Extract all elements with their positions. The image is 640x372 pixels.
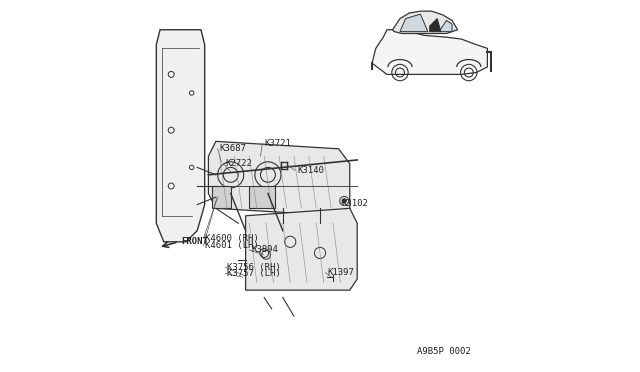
Text: K3894: K3894 [251, 246, 278, 254]
Polygon shape [372, 30, 488, 74]
Polygon shape [209, 141, 349, 216]
Text: K4600 (RH): K4600 (RH) [205, 234, 259, 243]
Text: K3756 (RH): K3756 (RH) [227, 263, 281, 272]
Polygon shape [392, 11, 458, 33]
Polygon shape [400, 14, 428, 32]
Text: K3687: K3687 [220, 144, 246, 153]
Polygon shape [439, 20, 452, 32]
Text: K4601 (LH): K4601 (LH) [205, 241, 259, 250]
Text: K1397: K1397 [328, 268, 355, 277]
Polygon shape [212, 186, 231, 208]
Polygon shape [246, 208, 357, 290]
Text: FRONT: FRONT [182, 237, 209, 246]
Polygon shape [429, 19, 441, 32]
Text: K2722: K2722 [225, 159, 252, 168]
Text: K3102: K3102 [342, 199, 369, 208]
Polygon shape [250, 186, 275, 208]
Text: A9B5P 0002: A9B5P 0002 [417, 347, 470, 356]
Text: K3721: K3721 [264, 139, 291, 148]
Text: K3140: K3140 [297, 166, 324, 175]
Polygon shape [156, 30, 205, 242]
Circle shape [342, 199, 346, 203]
Text: K3757 (LH): K3757 (LH) [227, 269, 281, 278]
